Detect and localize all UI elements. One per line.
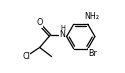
Text: O: O xyxy=(36,18,43,27)
Text: N: N xyxy=(60,30,66,39)
Text: Br: Br xyxy=(88,49,97,58)
Text: H: H xyxy=(60,25,65,31)
Text: NH₂: NH₂ xyxy=(84,12,99,21)
Text: Cl: Cl xyxy=(22,52,30,61)
